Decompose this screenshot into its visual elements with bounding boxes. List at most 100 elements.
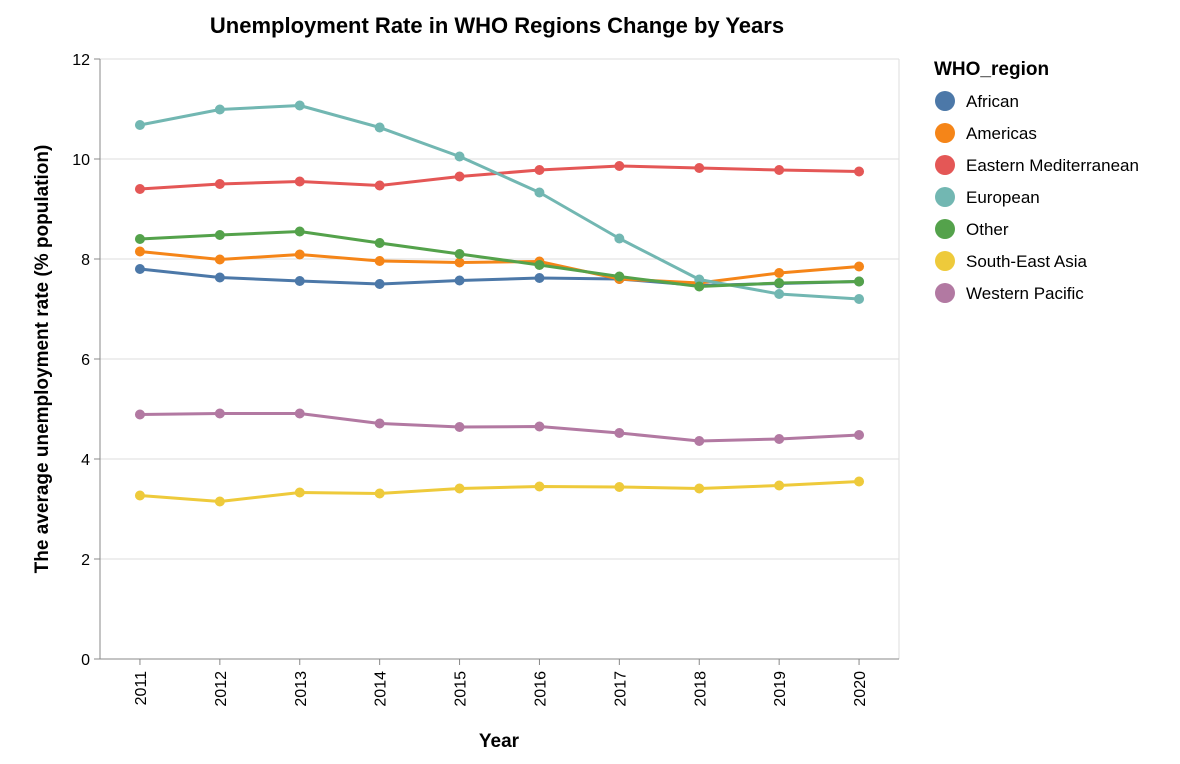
y-tick-label: 10 bbox=[72, 152, 90, 169]
data-point bbox=[854, 261, 865, 272]
data-point bbox=[774, 278, 785, 288]
data-point bbox=[854, 294, 865, 304]
chart-title: Unemployment Rate in WHO Regions Change … bbox=[210, 13, 784, 38]
legend: WHO_region African Americas Eastern Medite… bbox=[934, 59, 1139, 303]
series-line bbox=[138, 250, 861, 285]
data-point bbox=[534, 187, 545, 198]
data-point bbox=[214, 230, 225, 240]
legend-label: African bbox=[966, 92, 1019, 111]
x-tick-label: 2015 bbox=[453, 671, 470, 707]
data-point bbox=[134, 120, 145, 130]
data-point bbox=[454, 249, 465, 259]
legend-label: Western Pacific bbox=[966, 284, 1084, 303]
data-point bbox=[374, 279, 385, 289]
data-point bbox=[214, 272, 225, 283]
data-point bbox=[854, 276, 865, 287]
series-line bbox=[138, 164, 861, 191]
data-point bbox=[294, 487, 305, 498]
data-point bbox=[294, 249, 305, 260]
data-point bbox=[614, 482, 625, 492]
series-layer bbox=[134, 100, 865, 507]
legend-symbol bbox=[935, 283, 955, 303]
y-axis: 0 2 4 6 8 10 12 bbox=[72, 52, 101, 669]
data-point bbox=[614, 428, 625, 438]
data-point bbox=[294, 176, 305, 187]
data-point bbox=[374, 488, 385, 499]
data-point bbox=[774, 480, 785, 491]
data-point bbox=[854, 166, 865, 177]
data-point bbox=[454, 151, 465, 162]
data-point bbox=[214, 254, 225, 265]
series-other bbox=[134, 226, 865, 292]
data-point bbox=[294, 276, 305, 286]
data-point bbox=[134, 234, 145, 244]
data-point bbox=[774, 434, 785, 444]
legend-symbol bbox=[935, 219, 955, 239]
data-point bbox=[774, 289, 785, 299]
series-americas bbox=[134, 246, 865, 288]
data-point bbox=[374, 418, 385, 429]
x-tick-label: 2019 bbox=[772, 671, 789, 707]
x-tick-label: 2013 bbox=[293, 671, 310, 707]
data-point bbox=[774, 165, 785, 175]
x-tick-label: 2018 bbox=[692, 671, 709, 707]
data-point bbox=[294, 226, 305, 237]
data-point bbox=[614, 161, 625, 171]
series-line bbox=[138, 480, 861, 503]
y-tick-label: 12 bbox=[72, 52, 90, 69]
data-point bbox=[454, 275, 465, 286]
data-point bbox=[454, 171, 465, 182]
data-point bbox=[134, 184, 145, 194]
data-point bbox=[134, 409, 145, 420]
data-point bbox=[614, 233, 625, 244]
data-point bbox=[694, 436, 705, 446]
x-tick-label: 2014 bbox=[373, 671, 390, 707]
legend-label: South-East Asia bbox=[966, 252, 1088, 271]
legend-symbol bbox=[935, 91, 955, 111]
data-point bbox=[214, 408, 225, 419]
data-point bbox=[134, 490, 145, 501]
legend-label: European bbox=[966, 188, 1040, 207]
series-european bbox=[134, 100, 865, 304]
grid bbox=[100, 58, 900, 660]
data-point bbox=[694, 483, 705, 494]
legend-label: Eastern Mediterranean bbox=[966, 156, 1139, 175]
x-axis-title: Year bbox=[479, 731, 520, 752]
x-tick-label: 2011 bbox=[133, 671, 150, 706]
x-tick-label: 2020 bbox=[852, 671, 869, 707]
data-point bbox=[694, 274, 705, 285]
legend-symbol bbox=[935, 187, 955, 207]
y-tick-label: 0 bbox=[81, 652, 90, 669]
data-point bbox=[214, 496, 225, 507]
series-line bbox=[138, 230, 861, 288]
data-point bbox=[294, 408, 305, 419]
y-tick-label: 2 bbox=[81, 552, 90, 569]
data-point bbox=[134, 246, 145, 257]
data-point bbox=[534, 260, 545, 270]
x-tick-label: 2012 bbox=[213, 671, 230, 707]
data-point bbox=[214, 179, 225, 189]
series-eastern-mediterranean bbox=[134, 161, 865, 194]
data-point bbox=[854, 430, 865, 440]
legend-title: WHO_region bbox=[934, 59, 1049, 80]
legend-symbol bbox=[935, 251, 955, 271]
legend-label: Americas bbox=[966, 124, 1037, 143]
data-point bbox=[374, 238, 385, 248]
data-point bbox=[694, 163, 705, 173]
legend-symbol bbox=[935, 123, 955, 143]
data-point bbox=[454, 422, 465, 432]
data-point bbox=[454, 483, 465, 494]
data-point bbox=[374, 122, 385, 133]
data-point bbox=[854, 476, 865, 487]
series-line bbox=[138, 412, 861, 443]
data-point bbox=[294, 100, 305, 111]
data-point bbox=[454, 257, 465, 268]
y-tick-label: 8 bbox=[81, 252, 90, 269]
data-point bbox=[774, 268, 785, 278]
data-point bbox=[614, 271, 625, 282]
legend-label: Other bbox=[966, 220, 1009, 239]
data-point bbox=[694, 281, 705, 292]
x-tick-label: 2017 bbox=[612, 671, 629, 707]
data-point bbox=[534, 481, 545, 492]
